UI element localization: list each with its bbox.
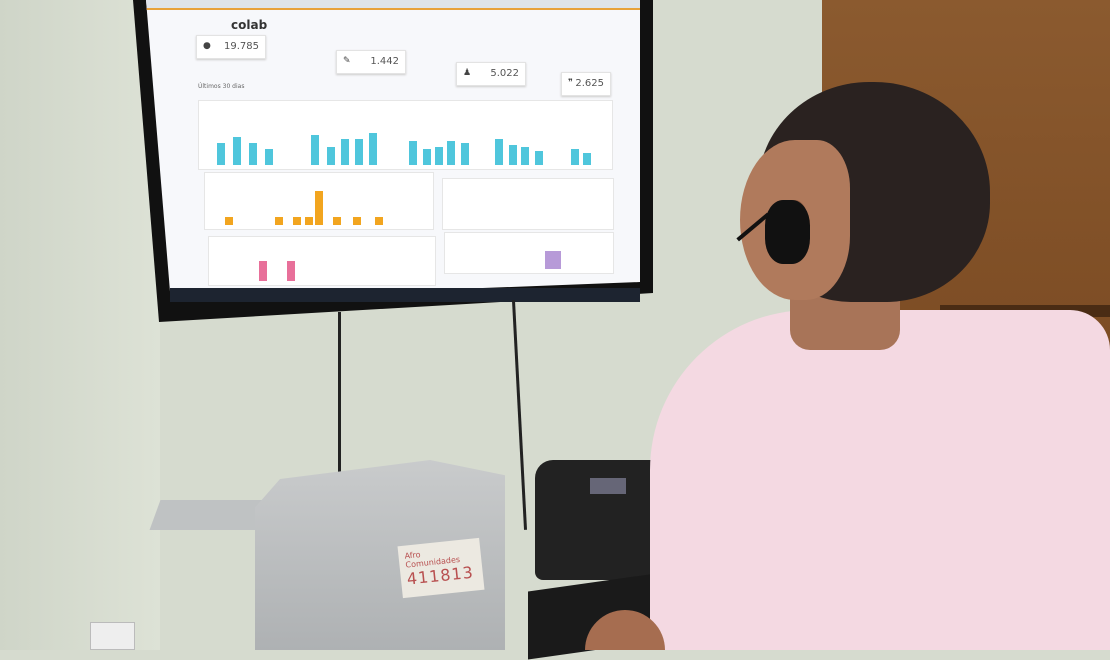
screen-bar <box>535 151 543 165</box>
screen-bar <box>259 261 267 281</box>
colab-logo: colab <box>231 18 268 32</box>
screen-bar <box>375 217 383 225</box>
edit-icon: ✎ <box>343 56 351 66</box>
screen-bar <box>583 153 591 165</box>
metric-value: 19.785 <box>224 41 259 52</box>
dashboard-screen: colab ● 19.785 ✎ 1.442 ♟ 5.022 ❞ 2.625 Últim… <box>146 0 640 300</box>
power-socket <box>90 622 135 650</box>
screen-bar <box>327 147 335 165</box>
screen-bar <box>333 217 341 225</box>
handwritten-note: Afro Comunidades 411813 <box>397 537 485 599</box>
cable <box>511 300 528 530</box>
screen-bar <box>341 139 349 165</box>
screen-bar <box>311 135 319 165</box>
headset-icon <box>765 200 810 264</box>
screen-bar <box>545 251 553 269</box>
chart-panel-orange <box>204 172 434 230</box>
screen-bar <box>435 147 443 165</box>
screen-bar <box>315 191 323 225</box>
quote-icon: ❞ <box>568 78 573 88</box>
screen-bar <box>423 149 431 165</box>
screen-bar <box>495 139 503 165</box>
chart-panel <box>442 178 614 230</box>
person-icon: ♟ <box>463 68 472 78</box>
metric-value: 5.022 <box>490 68 519 79</box>
screen-bar <box>225 217 233 225</box>
user-icon: ● <box>203 41 211 51</box>
metric-card: ✎ 1.442 <box>336 50 406 74</box>
browser-tab-bar <box>146 0 640 10</box>
wall <box>0 0 160 650</box>
screen-bar <box>447 141 455 165</box>
screen-bar <box>287 261 295 281</box>
screen-bar <box>275 217 283 225</box>
screen-bar <box>217 143 225 165</box>
screen-bar <box>369 133 377 165</box>
metric-card: ♟ 5.022 <box>456 62 526 86</box>
metric-card: ● 19.785 <box>196 35 266 59</box>
screen-bar <box>409 141 417 165</box>
screen-bar <box>521 147 529 165</box>
screen-bar <box>293 217 301 225</box>
screen-bar <box>249 143 257 165</box>
chart-panel-blue <box>198 100 613 170</box>
screen-bar <box>233 137 241 165</box>
metric-card: ❞ 2.625 <box>561 72 611 96</box>
person-shirt <box>650 310 1110 650</box>
screen-bar <box>265 149 273 165</box>
chart-panel-pink <box>208 236 436 286</box>
metric-value: 1.442 <box>370 56 399 67</box>
chart-panel-purple <box>444 232 614 274</box>
screen-bar <box>353 217 361 225</box>
phone-display <box>590 478 626 494</box>
cable <box>338 312 341 472</box>
screen-bar <box>461 143 469 165</box>
period-selector[interactable]: Últimos 30 dias <box>198 83 245 90</box>
screen-bar <box>355 139 363 165</box>
screen-bar <box>553 251 561 269</box>
screen-bar <box>509 145 517 165</box>
screen-bar <box>571 149 579 165</box>
screen-bar <box>305 217 313 225</box>
taskbar <box>170 288 640 302</box>
metric-value: 2.625 <box>575 78 604 89</box>
